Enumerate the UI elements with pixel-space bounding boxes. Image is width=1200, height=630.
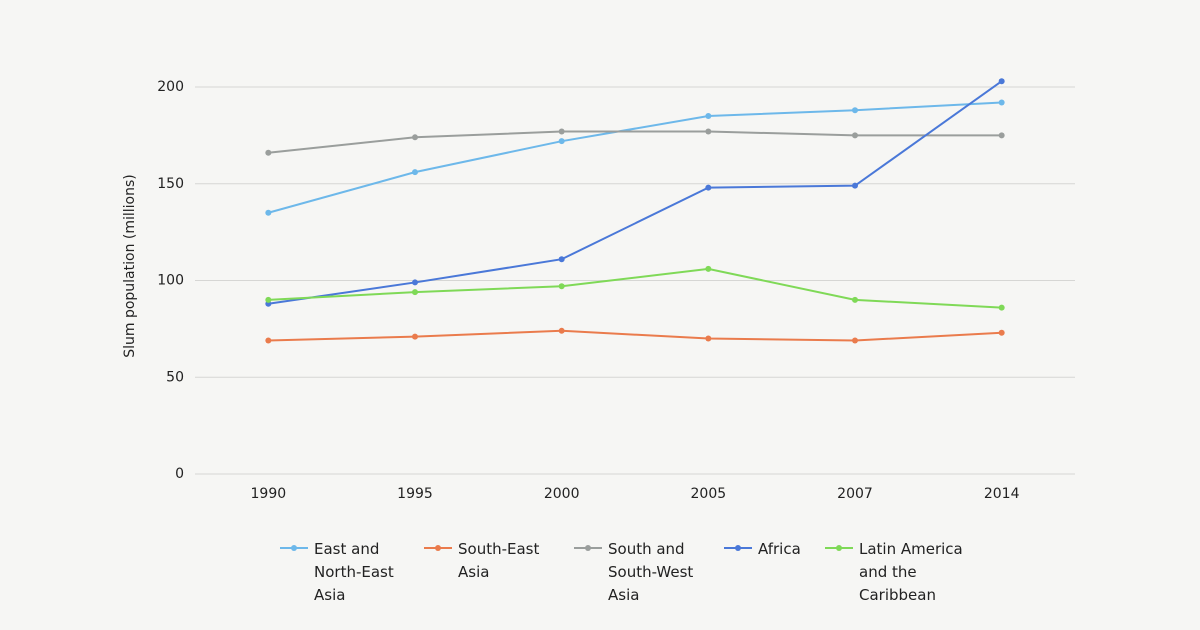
legend-label: Africa xyxy=(758,540,801,558)
data-point xyxy=(705,184,712,191)
data-point xyxy=(558,128,565,135)
data-point xyxy=(412,279,418,286)
y-tick-label: 200 xyxy=(157,79,184,95)
legend-label: South-East Asia xyxy=(458,540,540,581)
legend-label: Latin America and the Caribbean xyxy=(859,540,963,604)
legend-swatch xyxy=(574,545,602,551)
legend-dot xyxy=(735,545,741,551)
data-point xyxy=(998,99,1005,106)
series-line xyxy=(268,267,1002,309)
series-line xyxy=(268,101,1002,214)
y-tick-label: 0 xyxy=(175,466,184,482)
legend-item: Africa xyxy=(724,538,801,561)
legend-swatch xyxy=(825,545,853,551)
legend-label: South and South-West Asia xyxy=(608,540,694,604)
data-point xyxy=(412,134,418,141)
x-tick-label: 1990 xyxy=(251,486,287,502)
data-point xyxy=(998,132,1005,139)
legend-swatch xyxy=(724,545,752,551)
legend-item: East and North-East Asia xyxy=(280,538,426,607)
data-point xyxy=(705,113,712,120)
data-point xyxy=(558,283,565,290)
data-point xyxy=(558,256,565,263)
data-point xyxy=(265,337,272,344)
y-axis-label: Slum population (millions) xyxy=(122,174,138,358)
legend-label: East and North-East Asia xyxy=(314,540,394,604)
legend-dot xyxy=(435,545,441,551)
x-tick-label: 2007 xyxy=(837,486,873,502)
data-point xyxy=(412,289,418,296)
y-tick-label: 50 xyxy=(166,369,184,385)
data-point xyxy=(265,209,272,216)
series-line xyxy=(268,130,1002,154)
legend-dot xyxy=(585,545,591,551)
legend: East and North-East Asia South-East Asia S… xyxy=(0,538,1200,618)
data-point xyxy=(852,182,858,189)
data-point xyxy=(998,304,1005,311)
legend-swatch xyxy=(280,545,308,551)
legend-dot xyxy=(836,545,842,551)
legend-item: South-East Asia xyxy=(424,538,570,584)
series-line xyxy=(268,329,1002,342)
x-tick-label: 2005 xyxy=(691,486,727,502)
data-point xyxy=(998,78,1005,85)
legend-item: South and South-West Asia xyxy=(574,538,720,607)
y-tick-label: 150 xyxy=(157,176,184,192)
data-point xyxy=(998,329,1005,336)
chart: Slum population (millions) 0 50 100 150 200 1… xyxy=(122,78,1075,502)
legend-swatch xyxy=(424,545,452,551)
legend-dot xyxy=(291,545,297,551)
data-point xyxy=(852,132,858,139)
data-point xyxy=(852,337,858,344)
x-tick-label: 1995 xyxy=(397,486,433,502)
data-point xyxy=(412,169,418,176)
series-line xyxy=(268,80,1003,305)
data-point xyxy=(852,107,858,114)
data-point xyxy=(852,296,858,303)
data-point xyxy=(265,149,272,156)
x-tick-label: 2000 xyxy=(544,486,580,502)
data-point xyxy=(558,138,565,145)
y-tick-label: 100 xyxy=(157,273,184,289)
data-point xyxy=(412,333,418,340)
data-point xyxy=(558,327,565,334)
data-point xyxy=(705,128,712,135)
legend-item: Latin America and the Caribbean xyxy=(825,538,971,607)
data-point xyxy=(705,265,712,272)
x-tick-label: 2014 xyxy=(984,486,1020,502)
data-point xyxy=(705,335,712,342)
data-point xyxy=(265,296,272,303)
